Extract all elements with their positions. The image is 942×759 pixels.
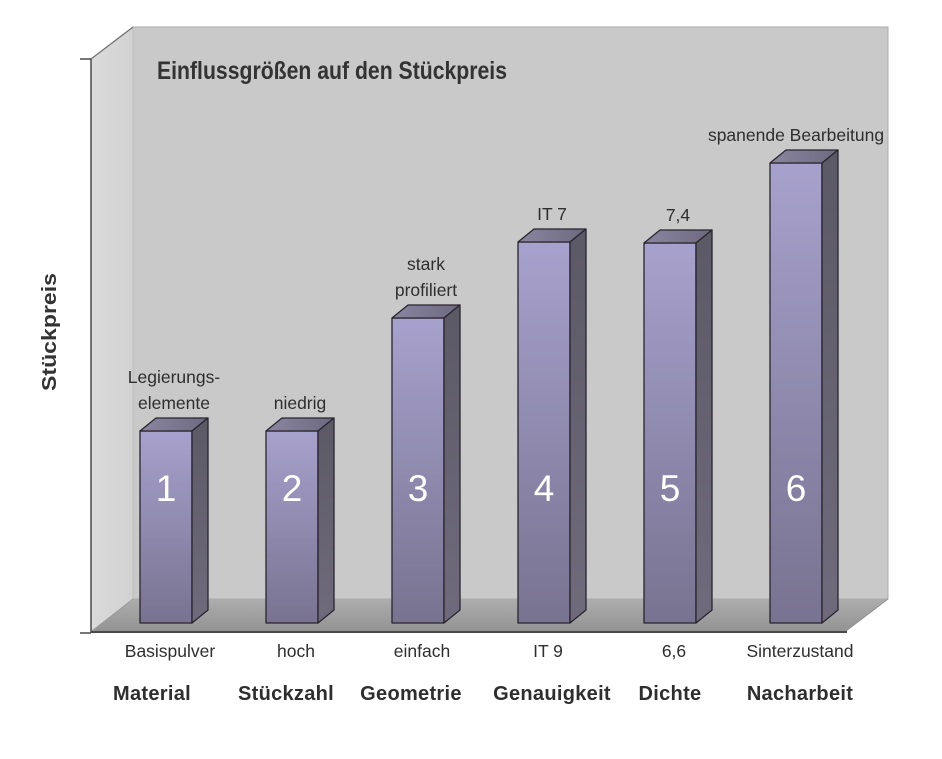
- bar-side-face: [821, 149, 839, 624]
- y-axis-label: Stückpreis: [39, 273, 61, 391]
- chart-floor: [91, 599, 888, 631]
- bar-top-label: stark: [407, 254, 445, 274]
- floor-right-edge: [845, 598, 889, 632]
- bar-number: 6: [786, 468, 807, 509]
- chart-title: Einflussgrößen auf den Stückpreis: [157, 57, 507, 85]
- bars-group: 1 Legierungs-elemente Basispulver Material 2…: [113, 125, 884, 705]
- bar-side-face: [695, 229, 713, 624]
- bar-front-face: [517, 241, 571, 624]
- category-label: Stückzahl: [238, 683, 334, 705]
- bar-top-label: profiliert: [395, 280, 457, 300]
- bar-number: 4: [534, 468, 555, 509]
- x-axis-label: Basispulver: [125, 641, 216, 661]
- category-label: Material: [113, 683, 191, 705]
- bar-top-label: elemente: [138, 393, 210, 413]
- chart-left-wall: [91, 27, 133, 632]
- bar-top-label: spanende Bearbeitung: [708, 125, 884, 145]
- x-axis-label: Sinterzustand: [746, 641, 853, 661]
- bar-side-face: [569, 228, 587, 624]
- bar-side-face: [317, 417, 335, 624]
- x-axis-label: 6,6: [662, 641, 686, 661]
- category-label: Geometrie: [360, 683, 462, 705]
- bar-top-label: IT 7: [537, 204, 567, 224]
- bar-number: 1: [156, 468, 177, 509]
- bar-front-face: [769, 162, 823, 624]
- x-axis-label: hoch: [277, 641, 315, 661]
- bar-top-label: Legierungs-: [128, 367, 221, 387]
- bar-number: 3: [408, 468, 429, 509]
- category-label: Nacharbeit: [747, 683, 853, 705]
- x-axis-label: einfach: [394, 641, 450, 661]
- bar-top-label: niedrig: [274, 393, 327, 413]
- bar-top-label: 7,4: [666, 205, 691, 225]
- bar-front-face: [643, 242, 697, 624]
- x-axis-label: IT 9: [533, 641, 563, 661]
- bar-front-face: [265, 430, 319, 624]
- category-label: Dichte: [639, 683, 702, 705]
- floor-left-edge: [90, 598, 134, 633]
- bar-side-face: [443, 304, 461, 624]
- bar-front-face: [139, 430, 193, 624]
- category-label: Genauigkeit: [493, 683, 611, 705]
- bar-number: 5: [660, 468, 681, 509]
- bar-number: 2: [282, 468, 303, 509]
- bar-side-face: [191, 417, 209, 624]
- left-wall-top-edge: [90, 26, 134, 60]
